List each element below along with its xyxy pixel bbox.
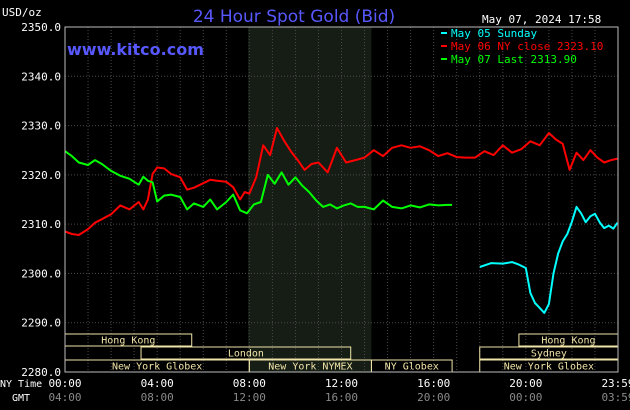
session-label: Hong Kong [101, 336, 155, 347]
x-tick-label-ny: 00:00 [48, 377, 81, 390]
x-tick-label-gmt: 04:00 [48, 391, 81, 404]
nymex-session-shade [248, 27, 372, 372]
y-tick-label: 2320.0 [21, 169, 61, 182]
y-tick-label: 2330.0 [21, 120, 61, 133]
session-label: New York Globex [504, 362, 594, 373]
y-tick-label: 2340.0 [21, 70, 61, 83]
session-label: New York Globex [112, 362, 202, 373]
x-tick-label-ny: 12:00 [325, 377, 358, 390]
website-label[interactable]: www.kitco.com [67, 40, 204, 59]
x-tick-label-ny: 20:00 [509, 377, 542, 390]
session-label: NY Globex [385, 362, 439, 373]
legend-entry: May 05 Sunday [451, 27, 537, 40]
chart-title: 24 Hour Spot Gold (Bid) [193, 7, 395, 27]
series-line [64, 127, 618, 236]
y-tick-label: 2310.0 [21, 218, 61, 231]
x-tick-label-ny: 04:00 [141, 377, 174, 390]
legend-entry: May 07 Last 2313.90 [451, 53, 577, 66]
unit-label: USD/oz [2, 6, 42, 19]
y-tick-label: 2280.0 [21, 366, 61, 379]
y-tick-label: 2300.0 [21, 267, 61, 280]
x-label-gmt: GMT [12, 393, 30, 404]
session-label: New York NYMEX [268, 362, 352, 373]
x-tick-label-ny: 23:59 [601, 377, 630, 390]
x-tick-label-gmt: 12:00 [233, 391, 266, 404]
x-label-ny: NY Time [0, 379, 42, 390]
series-layer [64, 127, 619, 314]
x-tick-label-gmt: 08:00 [141, 391, 174, 404]
legend-entry: May 06 NY close 2323.10 [451, 40, 603, 53]
series-line [479, 205, 619, 314]
session-label: London [228, 349, 264, 360]
x-tick-label-gmt: 00:00 [509, 391, 542, 404]
session-label: Hong Kong [541, 336, 595, 347]
y-tick-label: 2290.0 [21, 317, 61, 330]
x-tick-label-ny: 08:00 [233, 377, 266, 390]
session-bar [140, 346, 352, 360]
axes: 2350.0 2340.0 2330.0 2320.0 2310.0 2300.0 2290… [21, 21, 630, 404]
plot-frame [64, 26, 619, 373]
series-line [64, 150, 453, 215]
session-label: Sydney [531, 349, 567, 360]
x-tick-label-gmt: 16:00 [325, 391, 358, 404]
x-tick-label-ny: 16:00 [417, 377, 450, 390]
x-tick-label-gmt: 20:00 [417, 391, 450, 404]
y-tick-label: 2350.0 [21, 21, 61, 34]
timestamp: May 07, 2024 17:58 [482, 13, 601, 26]
x-tick-label-gmt: 03:59 [601, 391, 630, 404]
